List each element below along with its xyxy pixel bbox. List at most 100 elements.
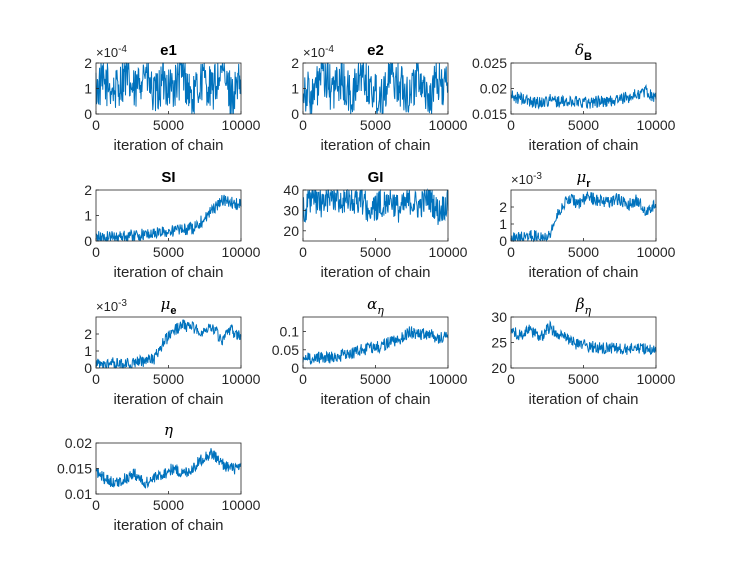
x-tick-label: 5000 [153,117,184,133]
x-tick-label: 5000 [153,244,184,260]
y-tick-label: 1 [499,216,507,232]
subplot-title: e1 [160,42,177,59]
y-tick-label: 0 [84,106,92,122]
series-line [95,319,242,369]
subplot-9: 0 5000 10000 20 25 30 iteration of chain βη [491,295,675,408]
x-tick-label: 5000 [568,117,599,133]
subplot-title: δB [575,41,592,63]
x-tick-label: 10000 [429,371,468,387]
x-tick-label: 5000 [568,371,599,387]
x-tick-label: 10000 [637,117,676,133]
x-tick-label: 0 [299,371,307,387]
y-tick-label: 2 [291,55,299,71]
x-tick-label: 10000 [637,244,676,260]
x-tick-label: 10000 [222,117,261,133]
x-tick-label: 0 [92,117,100,133]
subplot-6: 0 5000 10000 012×10-3 iteration of chain μr [499,168,675,281]
y-tick-label: 0.02 [65,435,92,451]
x-tick-label: 10000 [222,497,261,513]
x-tick-label: 0 [299,117,307,133]
subplot-4: 0 5000 10000 0 1 2 iteration of chain SI [84,169,260,281]
subplot-title: αη [367,295,384,317]
y-tick-label: 0.02 [480,81,507,97]
y-tick-label: 0.05 [272,342,299,358]
y-tick-label: 0 [291,106,299,122]
series-line [510,191,657,243]
x-tick-label: 10000 [429,244,468,260]
y-tick-label: 25 [491,335,507,351]
x-tick-label: 0 [507,117,515,133]
series-line [510,319,657,356]
x-axis-label: iteration of chain [113,391,223,408]
y-tick-label: 1 [84,81,92,97]
y-tick-label: 20 [491,360,507,376]
y-tick-label: 0.1 [280,324,300,340]
y-tick-label: 0.015 [472,106,507,122]
x-axis-label: iteration of chain [528,391,638,408]
y-tick-label: 30 [283,202,299,218]
axis-multiplier: ×10-3 [96,298,127,314]
axis-multiplier: ×10-4 [96,44,127,60]
subplot-title: GI [368,169,384,186]
axes-box [95,442,242,495]
subplot-title: SI [161,169,175,186]
subplot-title: βη [575,295,592,317]
y-tick-label: 40 [283,182,299,198]
x-tick-label: 5000 [153,371,184,387]
x-axis-label: iteration of chain [528,264,638,281]
axis-multiplier: ×10-3 [511,171,542,187]
y-tick-label: 0 [291,360,299,376]
y-tick-label: 2 [84,55,92,71]
series-line [95,194,242,242]
x-tick-label: 0 [507,244,515,260]
y-tick-label: 2 [84,326,92,342]
x-tick-label: 0 [299,244,307,260]
series-line [302,62,449,115]
y-tick-label: 0 [499,233,507,249]
y-tick-label: 1 [84,343,92,359]
x-tick-label: 5000 [360,117,391,133]
y-tick-label: 0.015 [57,461,92,477]
series-line [510,83,657,110]
y-tick-label: 0.025 [472,55,507,71]
x-tick-label: 5000 [568,244,599,260]
x-tick-label: 0 [92,497,100,513]
x-tick-label: 0 [507,371,515,387]
y-tick-label: 0 [84,233,92,249]
x-tick-label: 0 [92,371,100,387]
y-tick-label: 0 [84,360,92,376]
x-axis-label: iteration of chain [113,517,223,534]
subplot-3: 0 5000 10000 0.015 0.02 0.025 iteration of cha… [472,41,676,154]
x-tick-label: 0 [92,244,100,260]
series-line [302,188,449,225]
x-tick-label: 10000 [637,371,676,387]
subplot-title: η [164,421,173,439]
subplot-10: 0 5000 10000 0.01 0.015 0.02 iteration of chai… [57,421,261,534]
y-tick-label: 0.01 [65,486,92,502]
x-tick-label: 10000 [429,117,468,133]
subplot-title: μe [161,295,177,317]
subplot-title: e2 [367,42,384,59]
x-axis-label: iteration of chain [113,137,223,154]
x-axis-label: iteration of chain [528,137,638,154]
subplot-2: 0 5000 10000 0 1 2×10-4 iteration of chain e2 [291,42,467,154]
subplot-7: 0 5000 10000 012×10-3 iteration of chain μe [84,295,260,408]
y-tick-label: 2 [499,199,507,215]
y-tick-label: 30 [491,309,507,325]
series-line [95,62,242,115]
series-line [95,448,242,489]
x-tick-label: 10000 [222,244,261,260]
y-tick-label: 2 [84,182,92,198]
x-axis-label: iteration of chain [320,264,430,281]
y-tick-label: 1 [84,208,92,224]
subplot-1: 0 5000 10000 0 1 2×10-4 iteration of chain e1 [84,42,260,154]
subplot-5: 0 5000 10000 20 30 40 iteration of chain GI [283,169,467,281]
y-tick-label: 1 [291,81,299,97]
x-tick-label: 5000 [360,371,391,387]
subplot-title: μr [576,168,591,190]
x-axis-label: iteration of chain [113,264,223,281]
x-tick-label: 5000 [153,497,184,513]
x-tick-label: 10000 [222,371,261,387]
